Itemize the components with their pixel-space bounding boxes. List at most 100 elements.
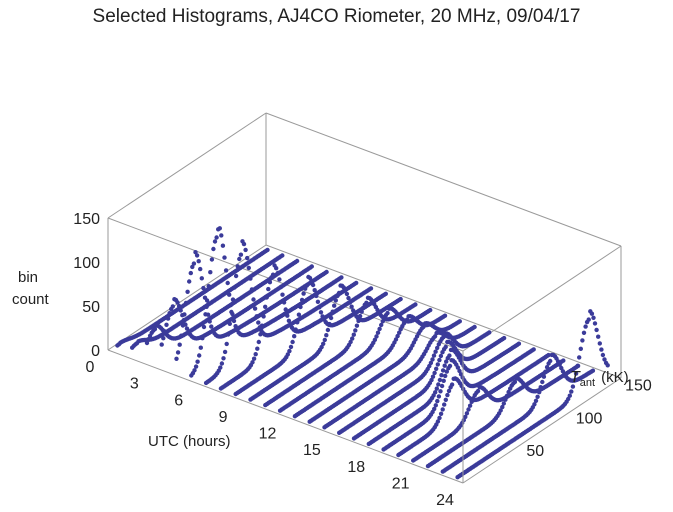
histogram-point bbox=[472, 324, 477, 330]
x-tick-label: 21 bbox=[392, 475, 410, 492]
histogram-point bbox=[321, 341, 326, 346]
histogram-point bbox=[256, 339, 261, 345]
histogram-point bbox=[350, 336, 355, 341]
histogram-row bbox=[455, 309, 610, 480]
histogram-point bbox=[285, 352, 290, 357]
histogram-point bbox=[590, 368, 596, 373]
box-edge bbox=[107, 112, 267, 219]
histogram-row bbox=[130, 253, 285, 350]
histogram-point bbox=[274, 266, 279, 271]
histogram-point bbox=[318, 310, 324, 315]
histogram-point bbox=[290, 339, 295, 345]
histogram-point bbox=[217, 226, 222, 231]
histogram-point bbox=[296, 312, 302, 317]
z-tick-label: 50 bbox=[82, 299, 100, 316]
histogram-point bbox=[397, 330, 402, 335]
histogram-row bbox=[411, 358, 566, 463]
histogram-row bbox=[337, 330, 492, 435]
histogram-point bbox=[467, 403, 473, 408]
histogram-point bbox=[192, 368, 197, 373]
histogram-point bbox=[592, 321, 598, 326]
histogram-point bbox=[255, 346, 260, 351]
histogram-row bbox=[381, 347, 536, 452]
histogram-point bbox=[583, 324, 588, 329]
histogram-point bbox=[512, 379, 518, 385]
histogram-point bbox=[567, 393, 572, 398]
histogram-point bbox=[447, 363, 453, 369]
histogram-point bbox=[201, 285, 206, 291]
histogram-point bbox=[208, 270, 213, 275]
histogram-point bbox=[383, 291, 388, 296]
histogram-point bbox=[594, 327, 599, 333]
histogram-point bbox=[196, 259, 201, 264]
histogram-point bbox=[280, 292, 285, 297]
histogram-point bbox=[292, 334, 297, 339]
histogram-point bbox=[195, 359, 200, 364]
histogram-point bbox=[438, 411, 444, 416]
histogram-point bbox=[430, 374, 436, 379]
histogram-point bbox=[435, 362, 440, 367]
histogram-point bbox=[152, 326, 158, 332]
histogram-point bbox=[223, 268, 229, 273]
y-tick-label: 150 bbox=[625, 378, 652, 395]
histogram-point bbox=[187, 279, 192, 284]
histogram-point bbox=[501, 401, 506, 406]
histogram-point bbox=[599, 347, 604, 352]
histogram-point bbox=[211, 246, 216, 252]
histogram-point bbox=[250, 360, 255, 365]
histogram-point bbox=[265, 247, 270, 253]
histogram-point bbox=[263, 304, 268, 309]
histogram-point bbox=[413, 302, 418, 307]
histogram-point bbox=[349, 304, 354, 309]
histogram-point bbox=[222, 255, 227, 260]
histogram-point bbox=[393, 337, 399, 342]
histogram-point bbox=[201, 324, 207, 330]
histogram-point bbox=[209, 257, 215, 262]
histogram-point bbox=[325, 327, 331, 333]
histogram-point bbox=[438, 389, 443, 394]
histogram-point bbox=[442, 402, 447, 407]
histogram-point bbox=[246, 265, 251, 271]
histogram-point bbox=[445, 392, 450, 398]
histogram-point bbox=[546, 352, 551, 358]
x-tick-label: 12 bbox=[259, 426, 277, 443]
histogram-point bbox=[288, 344, 294, 350]
histogram-point bbox=[354, 323, 360, 328]
histogram-point bbox=[428, 307, 433, 313]
histogram-point bbox=[266, 286, 271, 292]
histogram-point bbox=[586, 317, 591, 322]
z-axis-label-line2: count bbox=[12, 291, 50, 308]
histogram-point bbox=[442, 363, 447, 368]
x-axis-label: UTC (hours) bbox=[148, 433, 231, 450]
histogram-point bbox=[251, 297, 256, 302]
histogram-row bbox=[425, 363, 581, 469]
histogram-point bbox=[198, 266, 203, 272]
histogram-point bbox=[435, 345, 440, 351]
histogram-point bbox=[238, 252, 244, 257]
histogram-point bbox=[251, 356, 257, 361]
histogram-point bbox=[434, 366, 439, 371]
y-axis-label-sub: ant bbox=[580, 377, 595, 389]
histogram-point bbox=[368, 286, 374, 291]
histogram-point bbox=[180, 313, 185, 318]
y-axis-label-main: T bbox=[570, 369, 581, 386]
histogram-point bbox=[446, 388, 452, 394]
histogram-point bbox=[209, 324, 214, 329]
histogram-point bbox=[596, 334, 601, 339]
x-tick-label: 24 bbox=[436, 492, 454, 509]
histogram-point bbox=[398, 296, 403, 302]
histogram-point bbox=[434, 386, 439, 391]
histogram-point bbox=[441, 378, 446, 383]
histogram-point bbox=[280, 253, 285, 258]
histogram-point bbox=[354, 280, 359, 286]
z-tick-label: 150 bbox=[73, 211, 100, 228]
histogram-point bbox=[190, 264, 195, 270]
histogram-point bbox=[374, 334, 379, 339]
histogram-point bbox=[580, 338, 585, 343]
histogram-point bbox=[597, 341, 602, 346]
histogram-point bbox=[540, 379, 545, 385]
histogram-point bbox=[188, 270, 193, 276]
histogram-point bbox=[443, 344, 448, 350]
z-tick-label: 0 bbox=[91, 343, 100, 360]
